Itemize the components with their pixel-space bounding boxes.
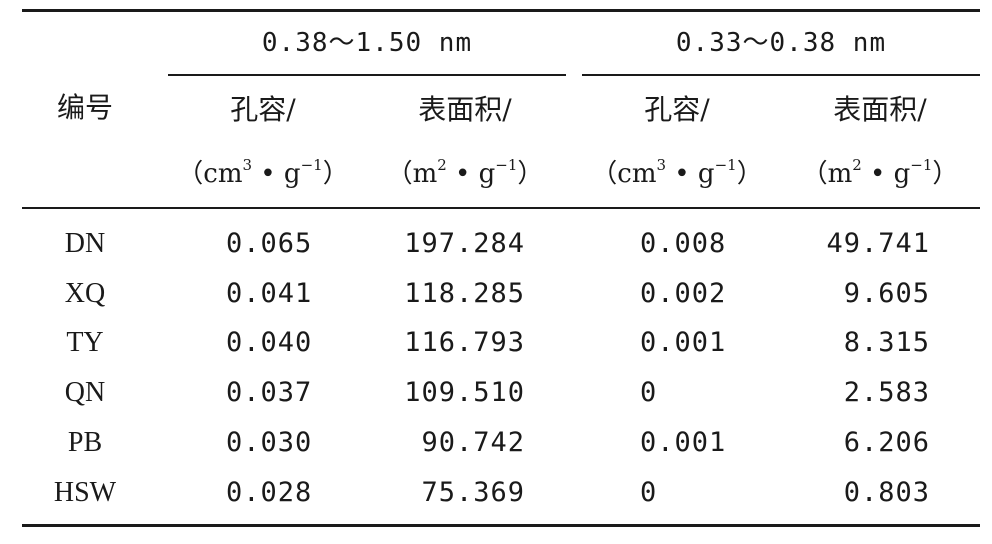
group-rule-right <box>582 74 980 76</box>
table-cell: 0 <box>640 477 658 508</box>
subheader-pore-volume-1: 孔容/ <box>230 93 296 126</box>
unit-surface-area-1: （m2 • g−1） <box>386 156 544 189</box>
group-rule-left <box>168 74 566 76</box>
table-cell: 197.284 <box>404 228 525 259</box>
group-header-right: 0.33～0.38 nm <box>675 28 887 58</box>
table-cell: 0.037 <box>226 377 313 408</box>
row-id: PB <box>67 427 103 458</box>
unit-pore-volume-1: （cm3 • g−1） <box>177 156 349 189</box>
bottom-rule <box>22 524 980 527</box>
table-cell: 0.803 <box>843 477 930 508</box>
table-cell: 6.206 <box>843 427 930 458</box>
col-header-id: 编号 <box>56 91 113 124</box>
table-cell: 116.793 <box>404 327 525 358</box>
top-rule <box>22 9 980 12</box>
row-id: DN <box>64 228 106 259</box>
table-cell: 0.001 <box>640 427 727 458</box>
table-cell: 0.065 <box>226 228 313 259</box>
unit-surface-area-2: （m2 • g−1） <box>801 156 959 189</box>
table-cell: 118.285 <box>404 278 525 309</box>
row-id: QN <box>64 377 106 408</box>
table-cell: 75.369 <box>421 477 525 508</box>
table-cell: 8.315 <box>843 327 930 358</box>
table-cell: 109.510 <box>404 377 525 408</box>
table-cell: 90.742 <box>421 427 525 458</box>
subheader-surface-area-1: 表面积/ <box>418 93 512 126</box>
subheader-surface-area-2: 表面积/ <box>833 93 927 126</box>
table-cell: 0.040 <box>226 327 313 358</box>
table-cell: 0.041 <box>226 278 313 309</box>
table-cell: 0.008 <box>640 228 727 259</box>
row-id: HSW <box>53 477 117 508</box>
table-cell: 0.030 <box>226 427 313 458</box>
table-cell: 0.028 <box>226 477 313 508</box>
table-cell: 0 <box>640 377 658 408</box>
table-cell: 0.001 <box>640 327 727 358</box>
table-cell: 2.583 <box>843 377 930 408</box>
table-cell: 9.605 <box>843 278 930 309</box>
table-cell: 49.741 <box>826 228 930 259</box>
table-cell: 0.002 <box>640 278 727 309</box>
row-id: TY <box>66 327 104 358</box>
unit-pore-volume-2: （cm3 • g−1） <box>591 156 763 189</box>
row-id: XQ <box>64 278 106 309</box>
header-bottom-rule <box>22 207 980 209</box>
group-header-left: 0.38～1.50 nm <box>261 28 473 58</box>
subheader-pore-volume-2: 孔容/ <box>644 93 710 126</box>
